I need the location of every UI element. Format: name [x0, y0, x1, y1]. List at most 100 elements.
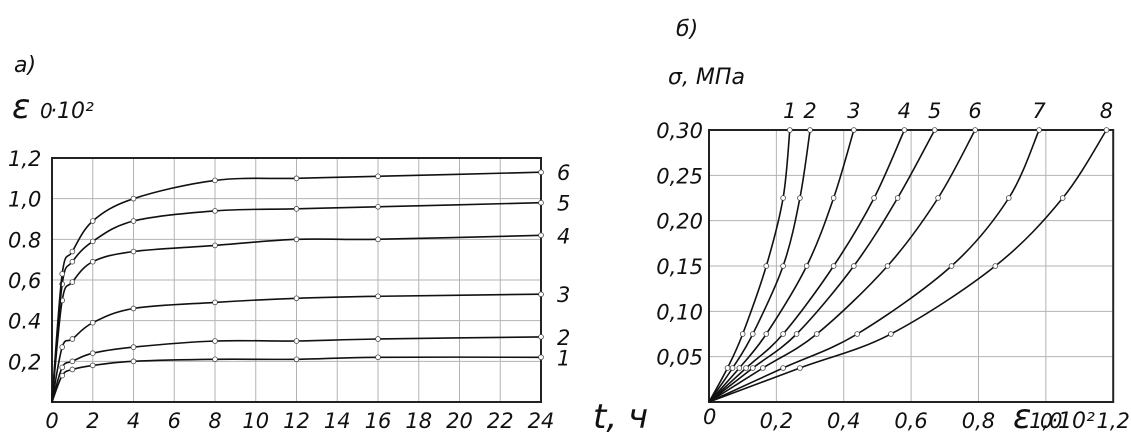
data-point — [760, 365, 766, 371]
data-point — [780, 365, 786, 371]
panel-b-ylabel: σ, МПа — [668, 65, 745, 90]
data-point — [212, 177, 218, 184]
data-point — [212, 356, 218, 363]
data-point — [763, 331, 770, 337]
data-point — [69, 336, 76, 342]
x-tick-label: 0,8 — [962, 409, 995, 433]
x-tick-label: 1,2 — [1097, 409, 1130, 433]
series-label: 7 — [1032, 99, 1046, 123]
plot-frame — [51, 157, 542, 403]
data-point — [293, 338, 300, 344]
series-label: 6 — [968, 99, 981, 123]
data-point — [293, 206, 300, 212]
x-tick-label: 0,2 — [760, 409, 793, 433]
y-tick-label: 0.4 — [8, 310, 41, 334]
data-point — [935, 195, 941, 201]
data-point — [212, 242, 218, 249]
data-point — [69, 248, 76, 255]
series-label: 5 — [557, 192, 570, 216]
data-point — [787, 127, 793, 133]
y-tick-label: 1,0 — [8, 188, 41, 212]
data-point — [749, 331, 756, 337]
data-point — [69, 366, 76, 373]
data-point — [830, 195, 837, 201]
x-tick-label: 0,6 — [894, 409, 927, 433]
series-label: 1 — [557, 346, 570, 370]
y-tick-label: 1,2 — [8, 147, 41, 171]
x-tick-label: 24 — [528, 409, 555, 433]
series-label: 8 — [1100, 99, 1113, 123]
data-point — [724, 365, 731, 371]
data-point — [901, 127, 908, 133]
series-label: 3 — [847, 99, 860, 123]
series-label: 2 — [803, 99, 816, 123]
data-point — [59, 344, 65, 350]
data-point — [375, 293, 381, 300]
series-label: 4 — [557, 224, 570, 248]
data-point — [884, 263, 891, 269]
data-point — [375, 336, 381, 342]
data-point — [538, 199, 544, 206]
series-label: 6 — [557, 161, 570, 185]
data-point — [130, 344, 137, 350]
data-point — [851, 127, 857, 133]
x-tick-label: 22 — [487, 409, 514, 433]
data-point — [854, 331, 861, 337]
data-point — [538, 169, 544, 176]
panel-a-xlabel: t, ч — [593, 397, 648, 434]
x-tick-label: 1,0 — [1029, 409, 1062, 433]
data-point — [1103, 127, 1110, 133]
data-point — [89, 238, 96, 245]
data-point — [538, 334, 544, 340]
panel-a-label: а) — [14, 53, 36, 78]
data-point — [739, 331, 746, 337]
y-tick-label: 0,10 — [656, 300, 703, 324]
data-point — [803, 263, 810, 269]
chart-b: 0,2 0,4 0,6 0,8 1,0 1,2 0,05 0,10 0,15 0,20 0,25 0,… — [656, 99, 1130, 433]
data-point — [780, 195, 786, 201]
y-tick-label: 0,6 — [8, 269, 41, 293]
data-point — [813, 331, 820, 337]
data-point — [130, 195, 137, 202]
y-tick-label: 0,05 — [656, 346, 703, 370]
panel-b-origin: 0 — [703, 405, 716, 429]
x-tick-label: 18 — [405, 409, 432, 433]
data-point — [59, 364, 65, 371]
data-point — [212, 338, 218, 344]
data-point — [780, 331, 786, 337]
x-tick-label: 20 — [446, 409, 473, 433]
plot-frame — [708, 129, 1115, 403]
y-tick-label: 0.8 — [8, 228, 41, 252]
data-point — [830, 263, 837, 269]
data-point — [130, 305, 137, 312]
data-point — [763, 263, 770, 269]
data-point — [130, 218, 137, 224]
data-point — [736, 365, 743, 371]
x-tick-label: 0,4 — [827, 409, 860, 433]
x-tick-label: 8 — [208, 409, 221, 433]
data-point — [1059, 195, 1066, 201]
data-point — [130, 358, 137, 365]
data-point — [851, 263, 857, 269]
data-point — [888, 331, 894, 337]
data-point — [538, 354, 544, 361]
data-point — [89, 350, 96, 357]
data-point — [89, 362, 96, 369]
x-tick-label: 14 — [324, 409, 351, 433]
data-point — [69, 279, 76, 285]
data-point — [375, 204, 381, 210]
x-tick-label: 16 — [365, 409, 392, 433]
data-point — [1005, 195, 1012, 201]
data-point — [894, 195, 901, 201]
data-point — [797, 365, 803, 371]
data-point — [931, 127, 938, 133]
data-point — [89, 218, 96, 224]
data-point — [293, 356, 300, 363]
x-tick-label: 0 — [45, 409, 58, 433]
panel-a-ylabel-sub: 0 — [40, 99, 53, 123]
data-point — [780, 263, 786, 269]
panel-b-xlabel-sub: 0 — [1040, 409, 1053, 433]
series-label: 3 — [557, 283, 570, 307]
data-point — [871, 195, 877, 201]
